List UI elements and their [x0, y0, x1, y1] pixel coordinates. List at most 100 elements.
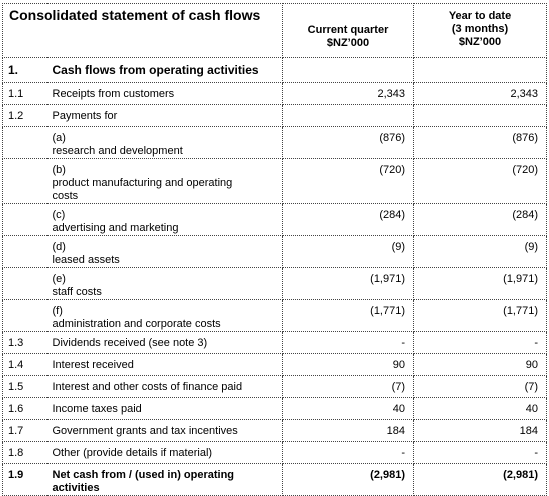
- row-number: 1.8: [2, 441, 47, 464]
- table-row: 1.9 Net cash from / (used in) operating a…: [2, 463, 548, 496]
- row-description: (c)advertising and marketing: [46, 203, 284, 236]
- row-label: Receipts from customers: [52, 88, 175, 100]
- row-number: [2, 158, 47, 204]
- row-label: advertising and marketing: [52, 222, 179, 234]
- row-description: Interest received: [46, 353, 284, 376]
- year-to-date-value: 90: [413, 353, 548, 376]
- row-label: Interest received: [52, 359, 134, 371]
- table-row: 1.3 Dividends received (see note 3) - -: [2, 331, 548, 354]
- row-label: Government grants and tax incentives: [52, 425, 238, 437]
- row-description: (d)leased assets: [46, 235, 284, 268]
- year-to-date-value: (1,971): [413, 267, 548, 300]
- current-quarter-value: [282, 104, 415, 127]
- row-number: [2, 126, 47, 159]
- table-row: 1.6 Income taxes paid 40 40: [2, 397, 548, 420]
- item-letter: (c): [52, 209, 66, 221]
- year-to-date-value: 40: [413, 397, 548, 420]
- row-number: 1.1: [2, 82, 47, 105]
- table-row: (e)staff costs (1,971) (1,971): [2, 267, 548, 300]
- current-quarter-value: (9): [282, 235, 415, 268]
- year-to-date-value: (7): [413, 375, 548, 398]
- row-description: Receipts from customers: [46, 82, 284, 105]
- current-quarter-value: -: [282, 441, 415, 464]
- year-to-date-value: [413, 57, 548, 83]
- year-to-date-value: -: [413, 331, 548, 354]
- row-description: Income taxes paid: [46, 397, 284, 420]
- row-number: 1.9: [2, 463, 47, 496]
- year-to-date-value: 2,343: [413, 82, 548, 105]
- row-label: research and development: [52, 145, 183, 157]
- year-to-date-value: (720): [413, 158, 548, 204]
- row-number: 1.5: [2, 375, 47, 398]
- table-row: 1.4 Interest received 90 90: [2, 353, 548, 376]
- item-letter: (a): [52, 132, 66, 144]
- current-quarter-value: (1,971): [282, 267, 415, 300]
- table-row: (b)product manufacturing and operating c…: [2, 158, 548, 204]
- table-row: (a)research and development (876) (876): [2, 126, 548, 159]
- year-to-date-value: (876): [413, 126, 548, 159]
- row-label: staff costs: [52, 286, 102, 298]
- column-header: Year to date (3 months) $NZ’000: [413, 3, 548, 58]
- row-number: 1.6: [2, 397, 47, 420]
- year-to-date-value: (284): [413, 203, 548, 236]
- table-row: 1.1 Receipts from customers 2,343 2,343: [2, 82, 548, 105]
- row-number: [2, 235, 47, 268]
- cash-flow-table: Consolidated statement of cash flows Cur…: [1, 3, 548, 496]
- row-description: Net cash from / (used in) operating acti…: [46, 463, 284, 496]
- row-label: Cash flows from operating activities: [52, 63, 259, 77]
- row-label: administration and corporate costs: [52, 318, 221, 330]
- year-to-date-value: -: [413, 441, 548, 464]
- row-label: Net cash from / (used in) operating acti…: [52, 469, 235, 494]
- row-description: (a)research and development: [46, 126, 284, 159]
- row-number: 1.3: [2, 331, 47, 354]
- column-header-line: (3 months): [451, 23, 509, 35]
- column-header-line: Year to date: [448, 10, 512, 22]
- current-quarter-value: (720): [282, 158, 415, 204]
- row-description: (b)product manufacturing and operating c…: [46, 158, 284, 204]
- column-header-line: $NZ’000: [458, 36, 502, 48]
- year-to-date-value: (9): [413, 235, 548, 268]
- current-quarter-value: [282, 57, 415, 83]
- current-quarter-value: (2,981): [282, 463, 415, 496]
- item-letter: (f): [52, 305, 63, 317]
- current-quarter-value: (1,771): [282, 299, 415, 332]
- column-header: Current quarter $NZ’000: [282, 3, 415, 58]
- row-number: 1.2: [2, 104, 47, 127]
- year-to-date-value: (1,771): [413, 299, 548, 332]
- row-number: [2, 203, 47, 236]
- row-description: Other (provide details if material): [46, 441, 284, 464]
- table-row: 1.5 Interest and other costs of finance p…: [2, 375, 548, 398]
- row-label: leased assets: [52, 254, 120, 266]
- year-to-date-value: [413, 104, 548, 127]
- header-row: Consolidated statement of cash flows Cur…: [1, 3, 548, 58]
- row-label: Income taxes paid: [52, 403, 142, 415]
- page: Consolidated statement of cash flows Cur…: [1, 3, 548, 496]
- current-quarter-value: (284): [282, 203, 415, 236]
- row-label: Other (provide details if material): [52, 447, 213, 459]
- current-quarter-value: (7): [282, 375, 415, 398]
- item-letter: (b): [52, 164, 66, 176]
- row-label: product manufacturing and operating cost…: [52, 177, 233, 202]
- year-to-date-value: (2,981): [413, 463, 548, 496]
- row-description: (e)staff costs: [46, 267, 284, 300]
- table-row: (f)administration and corporate costs (1,…: [2, 299, 548, 332]
- table-row: 1. Cash flows from operating activities: [2, 57, 548, 83]
- row-description: Interest and other costs of finance paid: [46, 375, 284, 398]
- row-description: Payments for: [46, 104, 284, 127]
- column-header-line: Current quarter: [307, 24, 389, 36]
- row-label: Payments for: [52, 110, 118, 122]
- row-number: [2, 299, 47, 332]
- row-label: Interest and other costs of finance paid: [52, 381, 243, 393]
- row-description: Cash flows from operating activities: [46, 57, 284, 83]
- current-quarter-value: 90: [282, 353, 415, 376]
- row-number: 1.4: [2, 353, 47, 376]
- table-row: (c)advertising and marketing (284) (284): [2, 203, 548, 236]
- current-quarter-value: (876): [282, 126, 415, 159]
- table-row: 1.8 Other (provide details if material) - -: [2, 441, 548, 464]
- row-description: Dividends received (see note 3): [46, 331, 284, 354]
- row-number: [2, 267, 47, 300]
- row-number: 1.: [2, 57, 47, 83]
- table-row: 1.2 Payments for: [2, 104, 548, 127]
- current-quarter-value: -: [282, 331, 415, 354]
- table-title: Consolidated statement of cash flows: [1, 3, 284, 58]
